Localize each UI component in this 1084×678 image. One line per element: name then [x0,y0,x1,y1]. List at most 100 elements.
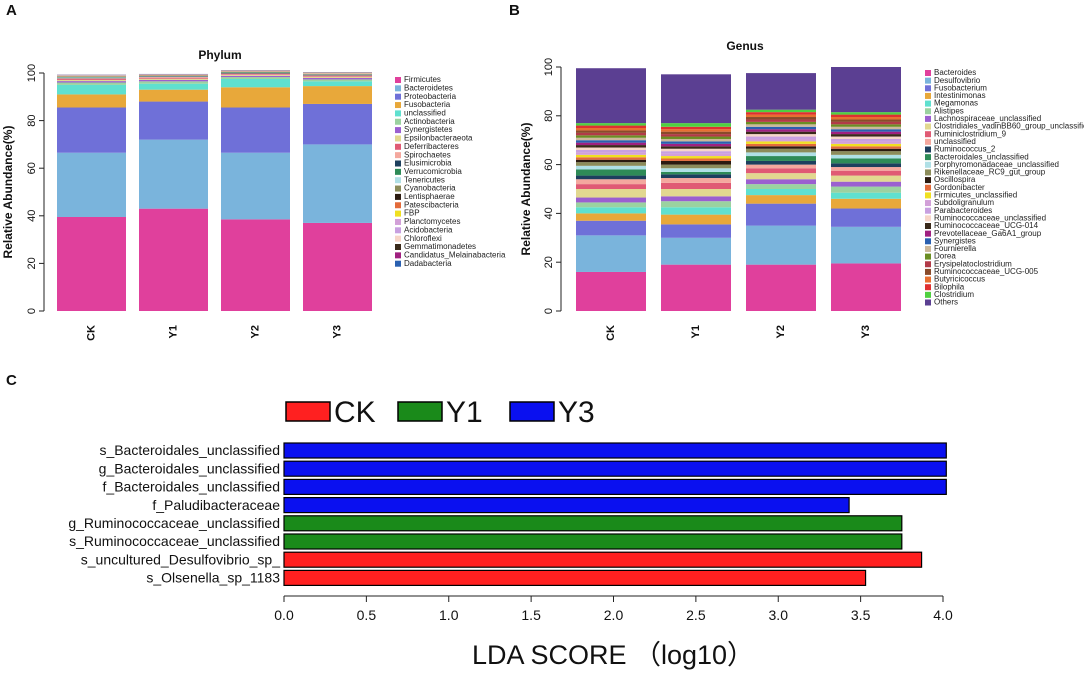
bar-segment-lachnospiraceae-unclassified [661,196,731,202]
legend-swatch [925,85,931,92]
bar-segment-fournierella [831,126,901,130]
bar-segment-porphyromonadaceae-unclassified [831,154,901,159]
lda-bar-label: g_Ruminococcaceae_unclassified [68,515,280,531]
bar-segment-ruminococcaceae-ucg-005 [746,117,816,120]
bar-segment-ruminococcaceae-unclassified [746,134,816,137]
bar-segment-fusobacteria [57,94,126,108]
bar-segment-intestinimonas [831,198,901,209]
bar-segment-clostridiales-vadinbb60-group-unclassified [576,189,646,198]
bar-segment-bacteroidetes [221,152,290,220]
bar-segment-deferribacteres [303,76,372,77]
legend-swatch [925,200,931,207]
bar-segment-firmicutes [139,208,208,311]
bar-segment-proteobacteria [57,107,126,153]
bar-segment-bacteroides [746,264,816,311]
bar-segment-fusobacteria [303,86,372,104]
bar-segment-ruminiclostridium-9 [831,170,901,176]
bar-segment-fournierella [576,137,646,141]
bar-segment-fusobacterium [661,224,731,238]
bar-segment-firmicutes-unclassified [746,141,816,144]
y-tick-label: 60 [26,162,38,174]
legend-label: Subdoligranulum [934,198,994,207]
legend-label: Ruminiclostridium_9 [934,129,1007,138]
lda-bar-label: f_Bacteroidales_unclassified [103,479,280,495]
panel-c-letter: C [6,372,17,389]
x-tick-label: 3.0 [769,607,789,623]
legend-label: Dadabacteria [404,259,452,268]
bar-segment-fournierella [661,138,731,142]
bar-segment-bacteroidales-unclassified [576,169,646,176]
bar-segment-gordonibacter [661,158,731,161]
bar-segment-lachnospiraceae-unclassified [576,197,646,203]
bar-segment-epsilonbacteraeota [303,76,372,78]
legend-label: Bacteroidales_unclassified [934,152,1029,161]
y-tick-label: 100 [26,64,38,82]
x-tick-label: Y3 [860,325,872,338]
bar-segment-clostridium [831,112,901,115]
bar-segment-actinobacteria [139,81,208,84]
bar-segment-synergistetes [221,75,290,78]
legend-swatch [395,235,401,242]
legend-swatch [925,70,931,76]
bar-segment-parabacteroides [661,151,731,154]
panel-a-letter: A [6,2,17,19]
lda-bar [283,533,903,550]
bar-segment-others [576,68,646,124]
bar-segment-ruminococcaceae-ucg-005 [576,130,646,133]
bar-segment-fusobacterium [576,220,646,236]
lda-score-bar-chart: CK Y1 Y3 s_Bacteroidales_unclassified g_Bact… [68,396,953,670]
legend-label: Lentisphaerae [404,192,455,201]
bar-segment-oscillospira [661,160,731,165]
y-tick-label: 20 [543,256,555,268]
x-tick-label: 1.0 [439,607,459,623]
bar-segment-bilophila [576,125,646,128]
bar-segment-butyricicoccus [831,117,901,120]
x-tick-label: 2.5 [686,607,706,623]
legend-label: Clostridium [934,290,974,299]
x-tick-label: 3.5 [851,607,871,623]
bar-segment-epsilonbacteraeota [139,78,208,80]
legend-swatch [395,202,401,209]
bar-segment-synergistetes [303,77,372,80]
bar-segment-ruminococcaceae-ucg-005 [661,131,731,135]
bar-segment-ruminococcaceae-unclassified [831,136,901,139]
bar-segment-prevotellaceae-ga6a1-group [576,142,646,146]
legend-label: Lachnospiraceae_unclassified [934,114,1041,123]
bar-segment-proteobacteria [139,101,208,140]
y-tick-label: 80 [543,110,555,122]
legend-swatch [925,207,931,214]
bar-segment-fusobacteria [139,89,208,102]
bar-segment-bacteroidales-unclassified [661,171,731,175]
bar-segment-fusobacterium [831,208,901,227]
bar-segment-ruminococcaceae-unclassified [576,147,646,150]
lda-bar-label: s_Olsenella_sp_1183 [146,570,280,586]
legend-label: Verrucomicrobia [404,167,462,176]
bar-segment-firmicutes [57,216,126,311]
legend-label: Butyricicoccus [934,275,985,284]
bar-segment-ruminococcaceae-ucg-014 [576,145,646,148]
legend-label: Fusobacteria [404,100,451,109]
y-tick-label: 0 [26,308,38,314]
x-tick-label: Y1 [690,325,702,338]
x-tick-label: Y1 [167,325,179,338]
y-tick-label: 0 [543,308,555,314]
x-tick-label: CK [605,325,617,341]
legend-label: Actinobacteria [404,117,455,126]
legend-label: Parabacteroides [934,206,992,215]
bar-segment-ruminococcus-2 [831,163,901,168]
bar-segment-parabacteroides [746,136,816,139]
bar-segment-subdoligranulum [746,138,816,142]
legend-label: Ruminococcaceae_UCG-014 [934,221,1039,230]
legend-swatch [395,77,401,83]
bar-segment-synergistes [831,129,901,132]
bar-segment-desulfovibrio [576,235,646,272]
bar-segment-clostridium [576,123,646,126]
legend-swatch [925,284,931,291]
legend-swatch [925,230,931,237]
bar-segment-fournierella [746,124,816,127]
legend-swatch [925,154,931,161]
legend-label: Alistipes [934,106,964,115]
bar-segment-intestinimonas [661,214,731,225]
lda-bar-label: s_Bacteroidales_unclassified [99,442,280,458]
bar-segment-unclassified [831,167,901,171]
